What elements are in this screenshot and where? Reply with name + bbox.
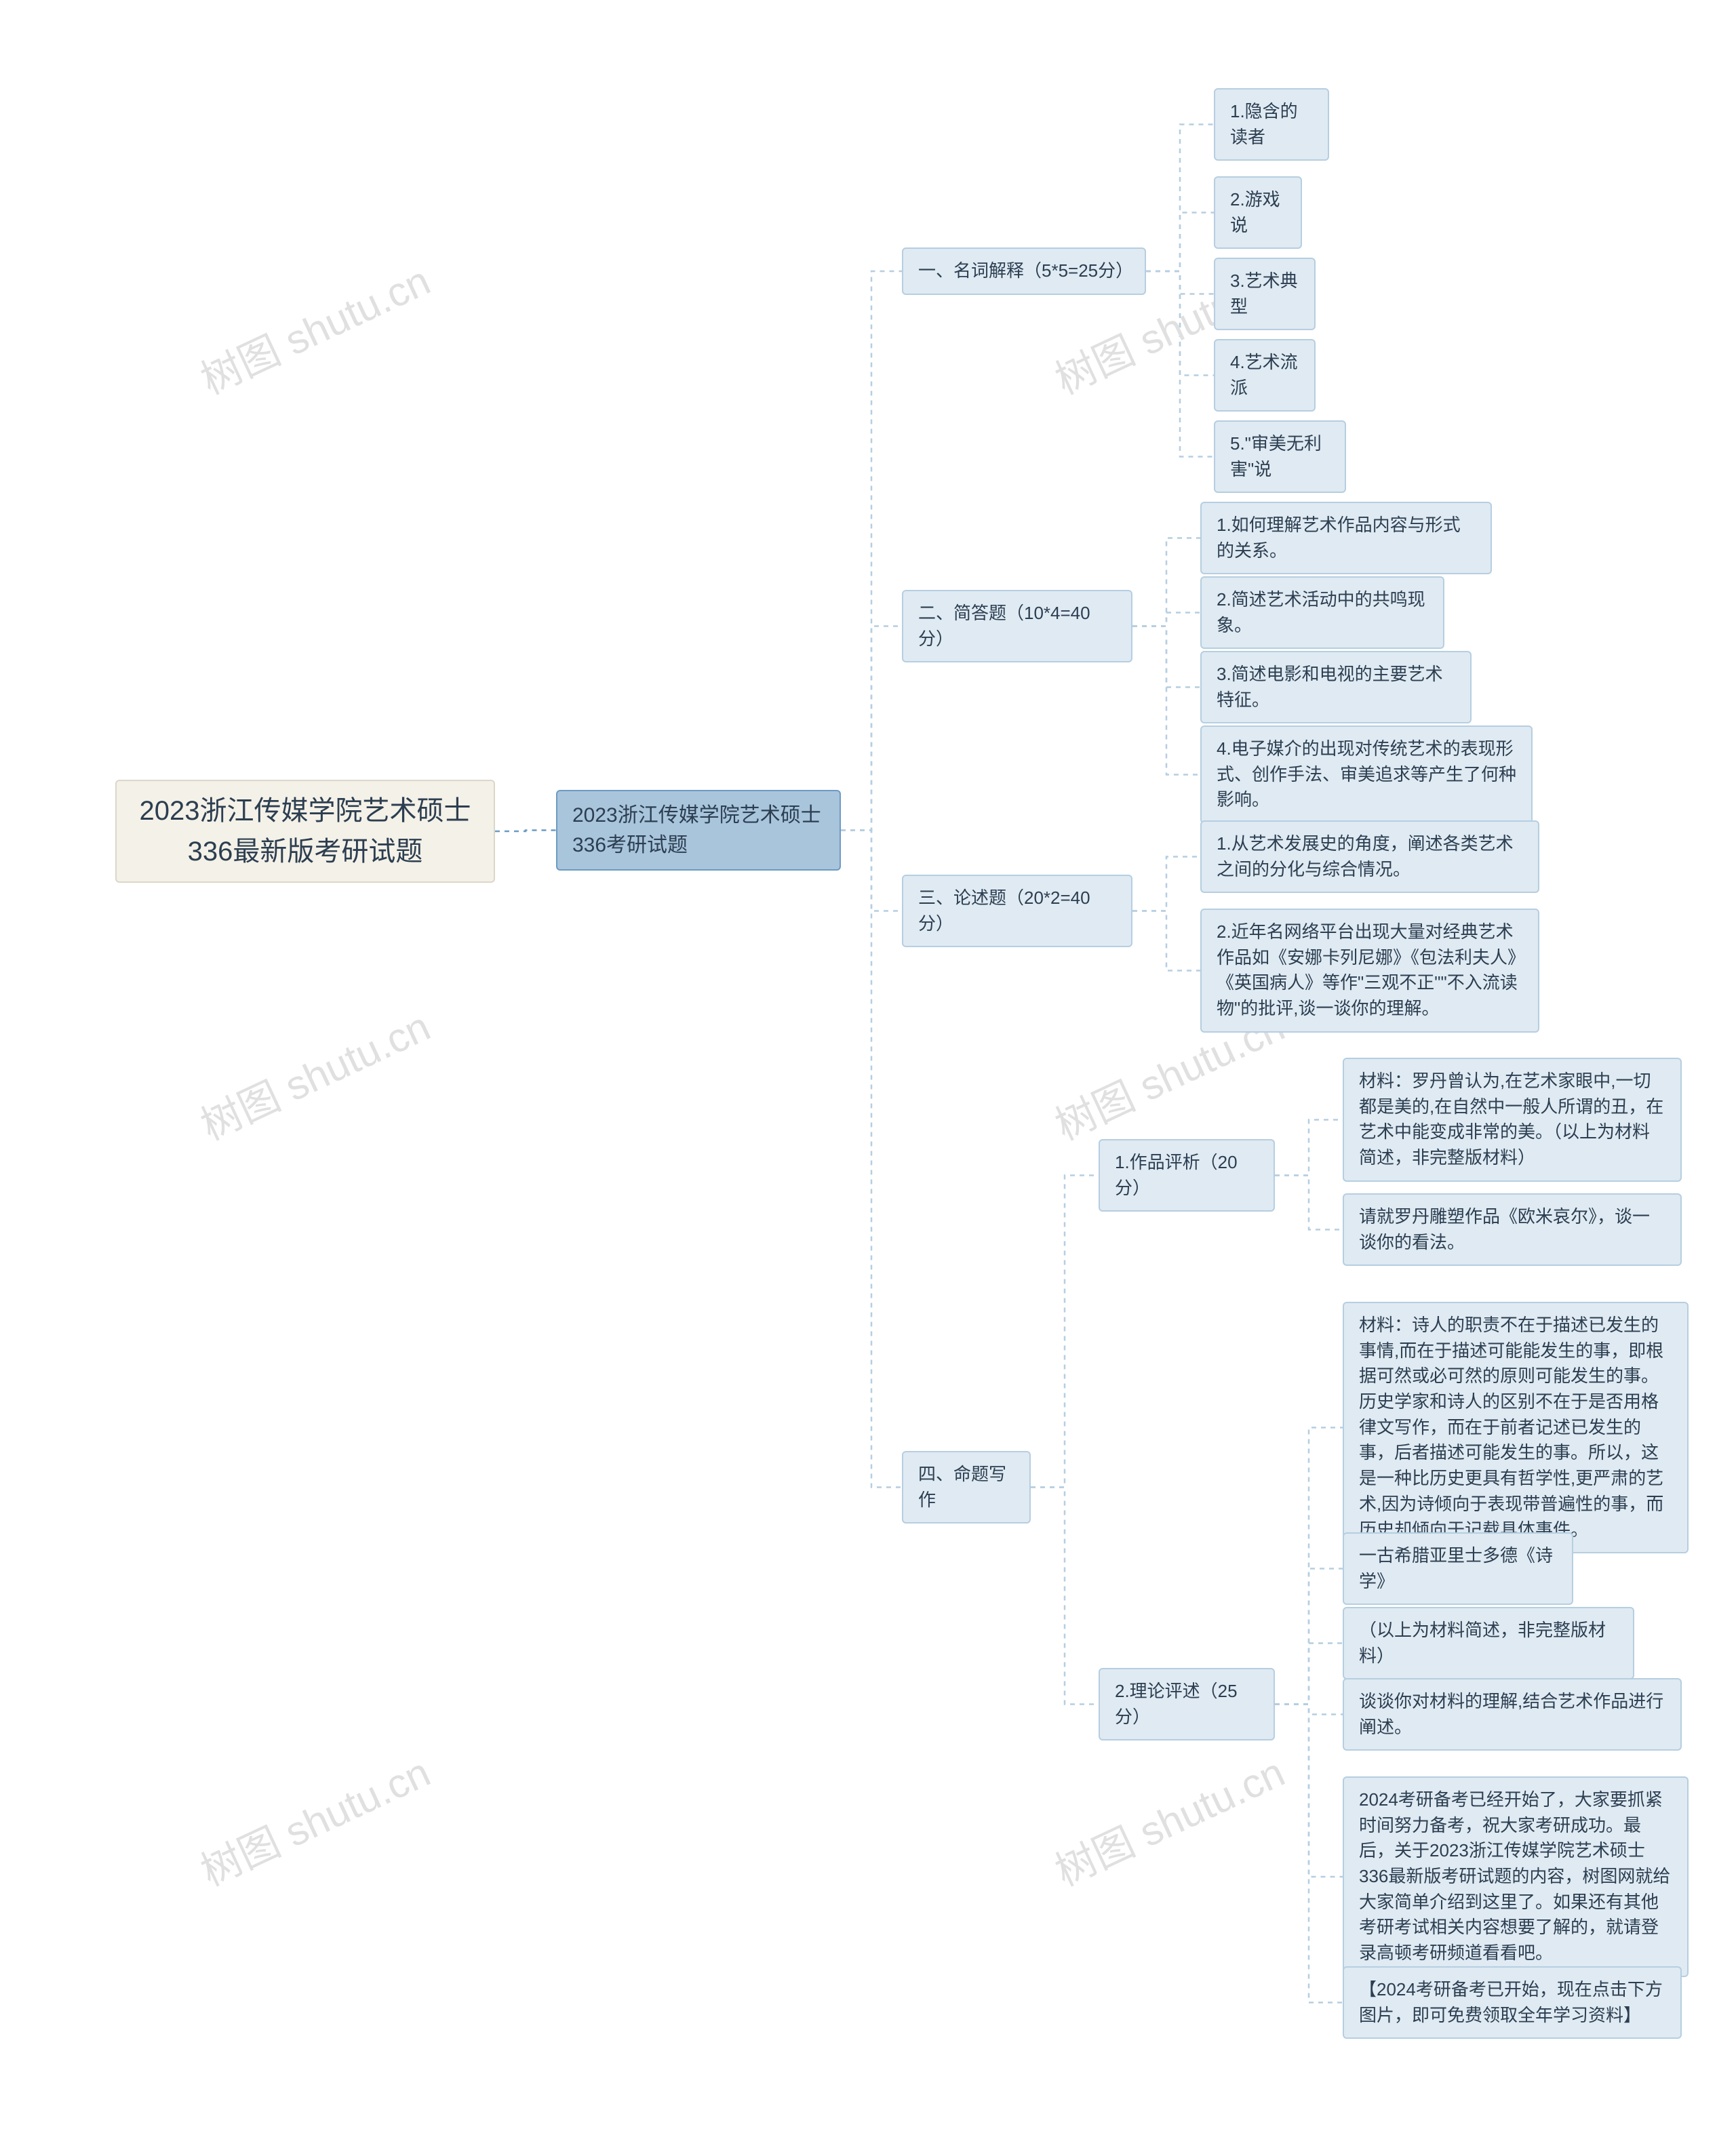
connector [1275,1705,1343,1877]
connector [1132,538,1200,626]
connector [1275,1705,1343,2003]
connector [1275,1120,1343,1176]
node-s4b4[interactable]: 谈谈你对材料的理解,结合艺术作品进行阐述。 [1343,1678,1682,1751]
mindmap-canvas: 树图 shutu.cn 树图 shutu.cn 树图 shutu.cn 树图 shut… [0,0,1736,2150]
node-s4b3[interactable]: （以上为材料简述，非完整版材料） [1343,1607,1634,1679]
connector [1132,911,1200,971]
node-s4b6[interactable]: 【2024考研备考已开始，现在点击下方图片，即可免费领取全年学习资料】 [1343,1966,1682,2039]
connector [495,831,556,832]
node-root[interactable]: 2023浙江传媒学院艺术硕士336最新版考研试题 [115,780,495,883]
connector [1275,1569,1343,1705]
connector [1275,1428,1343,1705]
node-s2i1[interactable]: 1.如何理解艺术作品内容与形式的关系。 [1200,502,1492,574]
node-s4[interactable]: 四、命题写作 [902,1451,1031,1524]
node-s1i4[interactable]: 4.艺术流派 [1214,339,1316,412]
connector [1275,1644,1343,1705]
connector [1275,1705,1343,1715]
connector [841,831,902,911]
node-s4b1[interactable]: 材料：诗人的职责不在于描述已发生的事情,而在于描述可能能发生的事，即根据可然或必… [1343,1302,1689,1553]
node-s4b5[interactable]: 2024考研备考已经开始了，大家要抓紧时间努力备考，祝大家考研成功。最后，关于2… [1343,1776,1689,1977]
connector [1275,1176,1343,1230]
connector [1132,613,1200,626]
node-s1i5[interactable]: 5."审美无利害"说 [1214,420,1346,493]
connector [841,271,902,831]
node-s3[interactable]: 三、论述题（20*2=40分） [902,875,1132,947]
node-s4b2[interactable]: 一古希腊亚里士多德《诗学》 [1343,1532,1573,1605]
connector [1146,213,1214,272]
node-s1i2[interactable]: 2.游戏说 [1214,176,1302,249]
node-s2[interactable]: 二、简答题（10*4=40分） [902,590,1132,662]
connector [1031,1176,1099,1488]
connector [841,626,902,831]
node-s4a1[interactable]: 材料：罗丹曾认为,在艺术家眼中,一切都是美的,在自然中一般人所谓的丑，在艺术中能… [1343,1058,1682,1182]
node-s4a2[interactable]: 请就罗丹雕塑作品《欧米哀尔》，谈一谈你的看法。 [1343,1193,1682,1266]
connector [841,831,902,1488]
connector [1146,271,1214,457]
connector [1031,1488,1099,1705]
node-s2i3[interactable]: 3.简述电影和电视的主要艺术特征。 [1200,651,1472,723]
node-s2i4[interactable]: 4.电子媒介的出现对传统艺术的表现形式、创作手法、审美追求等产生了何种影响。 [1200,725,1533,824]
node-l1[interactable]: 2023浙江传媒学院艺术硕士336考研试题 [556,790,841,871]
node-s1[interactable]: 一、名词解释（5*5=25分） [902,247,1146,295]
connector [1132,626,1200,688]
watermark: 树图 shutu.cn [1044,1740,1293,1897]
connector [1132,857,1200,911]
connector [1146,271,1214,294]
node-s1i1[interactable]: 1.隐含的读者 [1214,88,1329,161]
node-s4b[interactable]: 2.理论评述（25分） [1099,1668,1275,1740]
node-s3i1[interactable]: 1.从艺术发展史的角度，阐述各类艺术之间的分化与综合情况。 [1200,820,1539,893]
node-s1i3[interactable]: 3.艺术典型 [1214,258,1316,330]
node-s3i2[interactable]: 2.近年名网络平台出现大量对经典艺术作品如《安娜卡列尼娜》《包法利夫人》《英国病… [1200,909,1539,1033]
connector [1132,626,1200,775]
watermark: 树图 shutu.cn [190,248,438,405]
watermark: 树图 shutu.cn [190,994,438,1151]
watermark: 树图 shutu.cn [190,1740,438,1897]
connector [1146,125,1214,272]
connector [1146,271,1214,376]
node-s4a[interactable]: 1.作品评析（20分） [1099,1139,1275,1212]
node-s2i2[interactable]: 2.简述艺术活动中的共鸣现象。 [1200,576,1444,649]
